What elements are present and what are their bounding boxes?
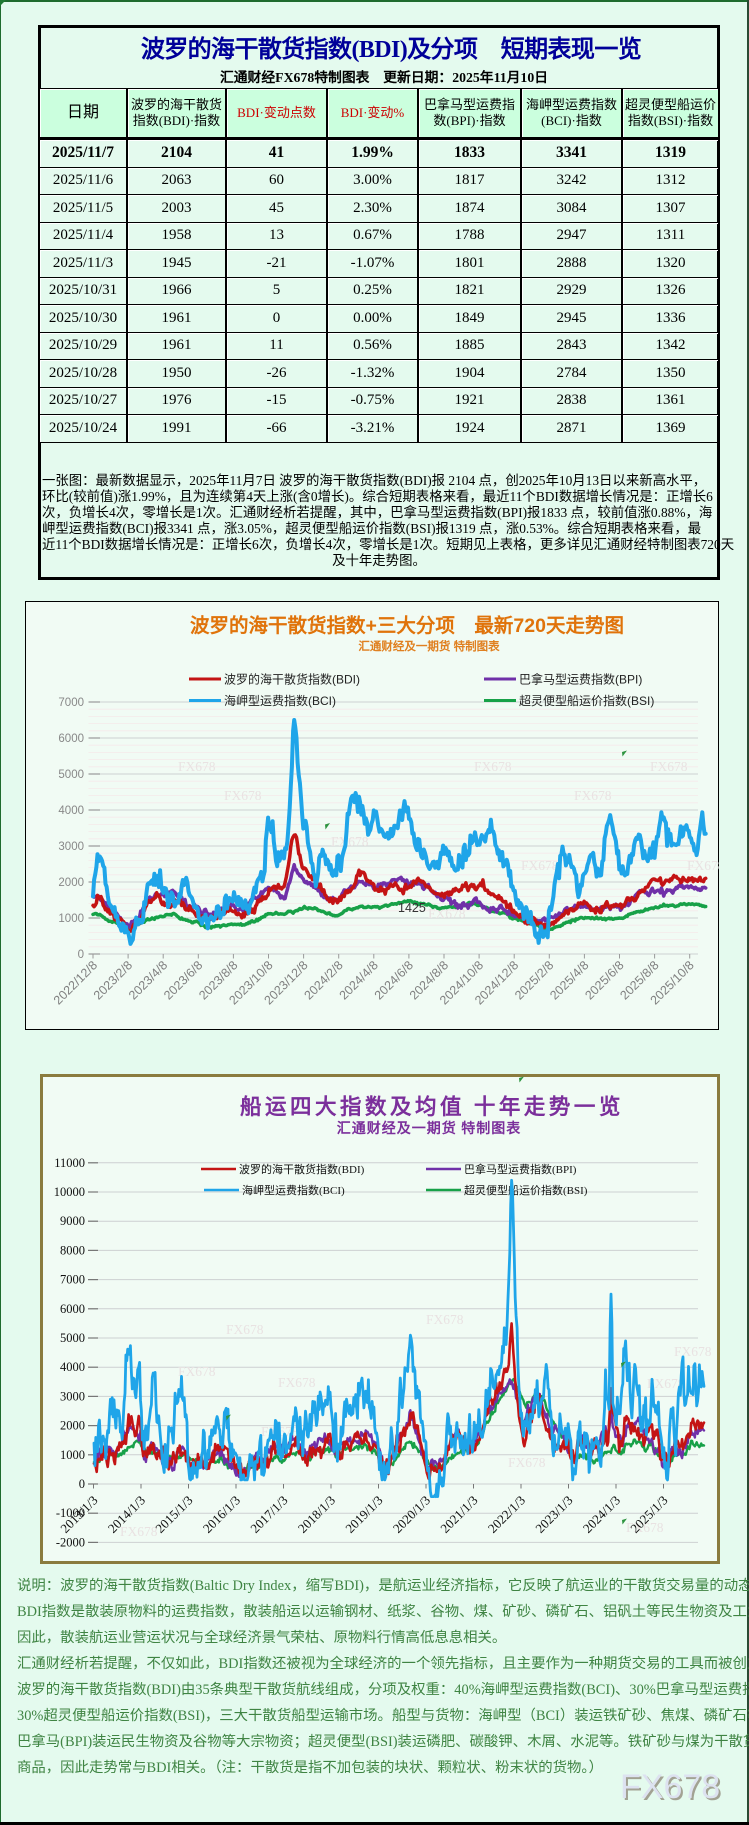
svg-text:FX678: FX678 bbox=[650, 759, 688, 774]
svg-text:10000: 10000 bbox=[54, 1185, 85, 1199]
svg-text:FX678: FX678 bbox=[426, 1312, 464, 1327]
svg-text:0: 0 bbox=[78, 949, 84, 961]
svg-text:FX678: FX678 bbox=[226, 1322, 264, 1337]
svg-text:FX678: FX678 bbox=[224, 788, 262, 803]
svg-text:波罗的海干散货指数+三大分项 最新720天走势图: 波罗的海干散货指数+三大分项 最新720天走势图 bbox=[190, 614, 624, 637]
svg-text:-1000: -1000 bbox=[56, 1506, 85, 1520]
svg-text:8000: 8000 bbox=[60, 1243, 85, 1257]
svg-text:FX678: FX678 bbox=[178, 759, 216, 774]
svg-text:FX678: FX678 bbox=[278, 1375, 316, 1390]
svg-text:3000: 3000 bbox=[60, 1389, 85, 1403]
svg-text:FX678: FX678 bbox=[521, 858, 559, 873]
svg-text:FX678: FX678 bbox=[120, 1524, 158, 1539]
svg-text:4000: 4000 bbox=[60, 1360, 85, 1374]
svg-text:FX678: FX678 bbox=[331, 834, 369, 849]
svg-text:FX678: FX678 bbox=[574, 788, 612, 803]
svg-text:巴拿马型运费指数(BPI): 巴拿马型运费指数(BPI) bbox=[519, 672, 642, 687]
svg-text:2000: 2000 bbox=[60, 1419, 85, 1433]
svg-text:巴拿马型运费指数(BPI): 巴拿马型运费指数(BPI) bbox=[464, 1162, 577, 1176]
svg-text:2000: 2000 bbox=[58, 877, 84, 889]
svg-text:1425: 1425 bbox=[398, 901, 426, 915]
svg-text:1000: 1000 bbox=[58, 913, 84, 925]
svg-text:0: 0 bbox=[79, 1477, 85, 1491]
svg-text:超灵便型船运价指数(BSI): 超灵便型船运价指数(BSI) bbox=[464, 1183, 588, 1197]
svg-text:7000: 7000 bbox=[58, 697, 84, 709]
svg-text:波罗的海干散货指数(BDI): 波罗的海干散货指数(BDI) bbox=[224, 672, 360, 687]
svg-text:FX678: FX678 bbox=[474, 759, 512, 774]
svg-text:FX678: FX678 bbox=[626, 1520, 664, 1535]
svg-text:波罗的海干散货指数(BDI): 波罗的海干散货指数(BDI) bbox=[239, 1162, 365, 1176]
svg-text:9000: 9000 bbox=[60, 1214, 85, 1228]
svg-text:汇通财经及一期货 特制图表: 汇通财经及一期货 特制图表 bbox=[337, 1120, 522, 1137]
svg-text:FX678: FX678 bbox=[508, 1455, 546, 1470]
svg-text:5000: 5000 bbox=[60, 1331, 85, 1345]
svg-text:4000: 4000 bbox=[58, 805, 84, 817]
svg-text:6000: 6000 bbox=[60, 1302, 85, 1316]
svg-text:6000: 6000 bbox=[58, 733, 84, 745]
svg-text:海岬型运费指数(BCI): 海岬型运费指数(BCI) bbox=[224, 693, 336, 708]
svg-text:海岬型运费指数(BCI): 海岬型运费指数(BCI) bbox=[242, 1183, 345, 1197]
svg-text:FX678: FX678 bbox=[178, 1364, 216, 1379]
svg-text:11000: 11000 bbox=[54, 1156, 85, 1170]
svg-text:汇通财经及一期货 特制图表: 汇通财经及一期货 特制图表 bbox=[358, 639, 500, 653]
svg-text:7000: 7000 bbox=[60, 1273, 85, 1287]
svg-text:FX678: FX678 bbox=[647, 1376, 685, 1391]
svg-text:FX678: FX678 bbox=[674, 1344, 712, 1359]
svg-text:5000: 5000 bbox=[58, 769, 84, 781]
svg-text:超灵便型船运价指数(BSI): 超灵便型船运价指数(BSI) bbox=[519, 693, 654, 708]
svg-text:1000: 1000 bbox=[60, 1448, 85, 1462]
svg-text:3000: 3000 bbox=[58, 841, 84, 853]
svg-text:FX678: FX678 bbox=[687, 858, 719, 873]
svg-text:-2000: -2000 bbox=[56, 1535, 85, 1549]
svg-text:船运四大指数及均值 十年走势一览: 船运四大指数及均值 十年走势一览 bbox=[240, 1094, 624, 1119]
